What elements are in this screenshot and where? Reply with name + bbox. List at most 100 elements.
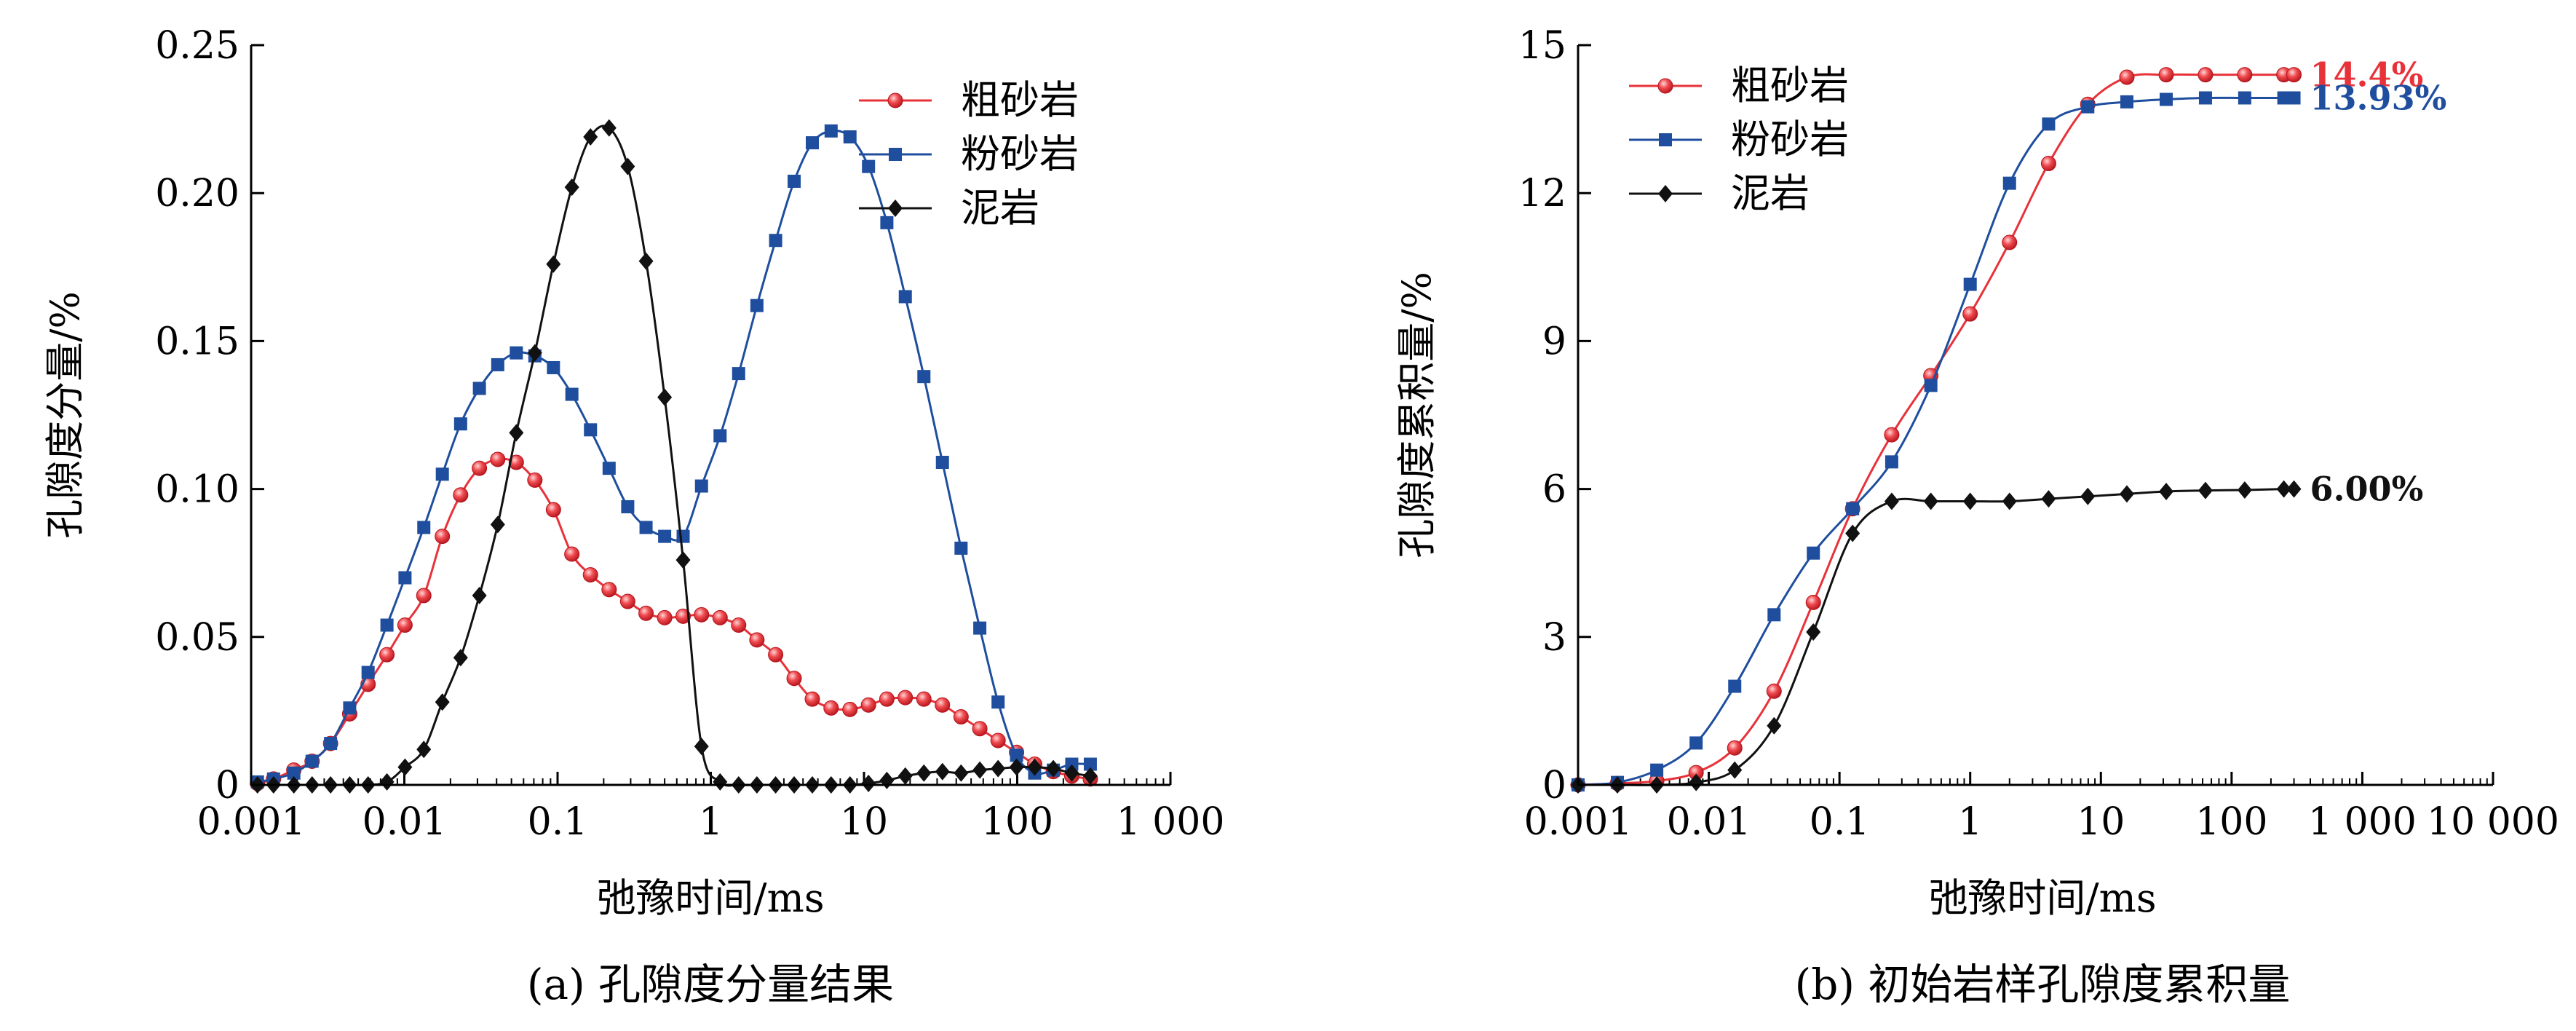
data-point [1846,502,1860,516]
data-point [935,697,951,713]
legend-marker [889,148,902,161]
data-point [2080,487,2096,505]
x-tick-label: 100 [2195,800,2267,844]
legend-marker [887,92,903,108]
data-point [1027,758,1042,776]
data-point [1650,763,1664,777]
data-point [1767,716,1782,735]
series-circle [250,451,1098,791]
data-point [547,360,560,374]
data-point [453,649,468,667]
data-point [564,178,579,197]
data-point [2237,481,2252,499]
data-point [935,762,950,781]
panel-caption: (b) 初始岩样孔隙度累积量 [1795,960,2291,1009]
data-point [1884,492,1899,510]
end-labels: 14.4%13.93% 6.00% [2310,55,2447,509]
series-square [1572,91,2301,791]
series-line [1577,96,2294,786]
data-point [472,460,488,476]
end-value-label: 6.00% [2310,470,2424,509]
chart-panel-b: 0 3 6 9 12 15 0.001 0.01 0.1 1 10 100 1 000 10 000 粗… [1394,24,2559,1009]
data-point [435,529,451,545]
data-point [2238,91,2251,105]
data-point [417,521,431,534]
data-point [657,609,673,625]
data-point [731,617,747,633]
y-tick-label: 15 [1518,24,1566,68]
x-axis-ticks: 0.001 0.01 0.1 1 10 100 1 000 10 000 [1524,772,2559,844]
data-point [675,608,691,624]
data-point [2287,91,2301,105]
data-point [620,157,635,175]
data-point [2197,67,2214,83]
data-point [860,697,876,713]
data-point [916,691,932,707]
data-point [527,344,542,362]
data-point [584,423,598,437]
x-tick-label: 0.01 [362,800,447,844]
data-point [1767,608,1781,622]
y-axis-label: 孔隙度累积量/% [1394,272,1440,558]
data-point [398,571,412,585]
data-point [973,621,987,635]
legend-marker [1659,133,1672,146]
data-point [991,759,1006,778]
data-point [694,607,710,623]
data-point [1766,683,1782,699]
data-point [416,740,432,759]
data-point [935,456,949,470]
data-point [1728,679,1742,693]
data-point [2160,92,2173,106]
data-point [1727,761,1743,779]
data-point [990,732,1006,748]
data-point [601,582,617,598]
data-point [1727,740,1743,756]
data-point [1806,623,1821,641]
data-point [2286,67,2302,83]
chart-panel-a: 0 0.05 0.10 0.15 0.20 0.25 0.001 0.01 0.1 1 10 100… [42,24,1224,1009]
data-point [786,671,802,687]
x-tick-label: 100 [981,800,1053,844]
data-point [824,124,838,138]
data-point [2159,482,2174,500]
data-point [416,588,432,604]
data-point [379,773,395,791]
data-point [1046,759,1061,778]
data-point [916,764,932,782]
series-circle [1570,67,2302,793]
data-point [2197,481,2213,499]
x-tick-label: 1 [1958,800,1982,844]
data-point [2286,480,2302,498]
series-group [1570,67,2302,794]
data-point [490,451,506,467]
legend-marker [1657,78,1673,94]
y-axis-label: 孔隙度分量/% [42,291,88,539]
data-point [972,721,988,737]
legend-label: 泥岩 [1731,170,1810,216]
end-value-label: 13.93% [2310,78,2447,117]
data-point [2158,67,2174,83]
data-point [2198,91,2212,105]
data-point [565,387,579,401]
data-point [713,773,728,791]
data-point [1082,767,1098,785]
x-tick-label: 1 000 [2308,800,2417,844]
data-point [676,529,690,543]
y-tick-label: 6 [1542,468,1566,512]
data-point [823,700,839,716]
y-tick-label: 3 [1542,616,1566,660]
data-point [1923,492,1938,510]
data-point [861,774,876,792]
data-point [491,358,504,371]
data-point [880,216,894,229]
data-point [2002,234,2018,250]
data-point [397,617,413,633]
data-point [619,593,635,609]
legend-label: 粉砂岩 [1731,116,1849,162]
x-tick-label: 0.001 [1524,800,1633,844]
data-point [546,255,561,273]
data-point [453,417,467,431]
data-point [602,462,616,475]
